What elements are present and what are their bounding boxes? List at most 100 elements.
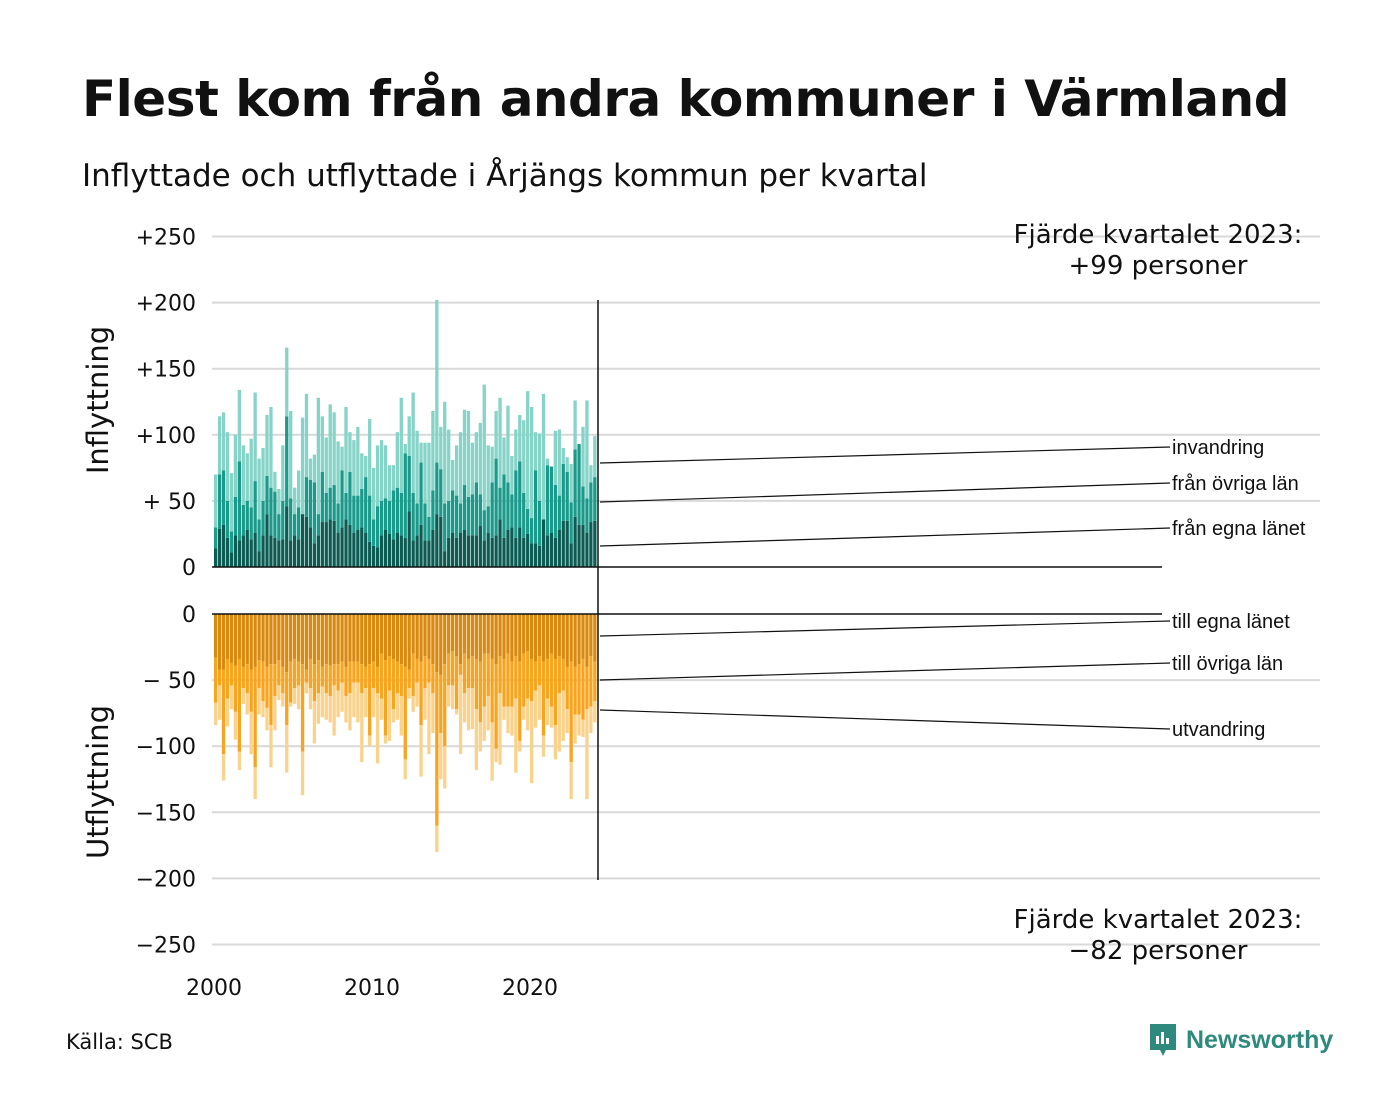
bar-in-1 xyxy=(261,500,265,536)
bar-in-0 xyxy=(411,540,415,567)
bar-in-2 xyxy=(316,397,320,515)
bar-out-2 xyxy=(549,706,554,728)
bar-out-2 xyxy=(533,690,538,728)
bar-out-0 xyxy=(494,614,498,665)
bar-out-0 xyxy=(375,614,380,667)
bar-in-2 xyxy=(383,445,388,499)
bar-in-1 xyxy=(545,465,550,536)
bar-out-1 xyxy=(466,658,471,689)
bar-in-1 xyxy=(589,482,593,523)
bar-out-1 xyxy=(257,660,261,689)
bar-in-0 xyxy=(518,527,522,567)
bar-in-0 xyxy=(328,519,332,567)
bar-in-2 xyxy=(494,411,498,459)
bar-out-0 xyxy=(510,614,514,662)
bar-in-1 xyxy=(225,500,230,538)
bar-in-2 xyxy=(561,448,565,464)
bar-out-2 xyxy=(431,693,435,733)
bar-in-2 xyxy=(253,392,257,482)
bar-out-2 xyxy=(518,740,522,752)
y-tick-label-top: + 50 xyxy=(143,490,196,515)
bar-out-0 xyxy=(577,614,581,665)
bar-in-1 xyxy=(293,514,297,536)
bar-out-2 xyxy=(289,702,293,707)
bar-in-1 xyxy=(522,492,526,538)
bar-in-1 xyxy=(281,500,285,540)
bar-out-0 xyxy=(399,614,403,665)
bar-in-1 xyxy=(395,487,399,533)
bar-out-1 xyxy=(561,658,565,691)
end-label-leader-bottom xyxy=(599,620,1171,637)
bar-out-0 xyxy=(320,614,324,667)
bar-out-1 xyxy=(419,661,423,726)
bar-in-1 xyxy=(458,503,463,533)
bar-out-0 xyxy=(518,614,522,662)
bar-in-0 xyxy=(565,520,569,567)
bar-out-0 xyxy=(506,614,510,654)
bar-out-2 xyxy=(478,722,482,752)
bar-out-2 xyxy=(253,767,257,800)
bar-out-0 xyxy=(561,614,565,659)
bar-out-2 xyxy=(470,688,475,730)
bar-in-1 xyxy=(510,494,514,528)
bar-out-1 xyxy=(233,665,238,712)
bar-in-1 xyxy=(435,462,439,515)
bar-out-0 xyxy=(482,614,486,654)
bar-out-0 xyxy=(316,614,320,661)
bar-out-1 xyxy=(253,666,257,768)
bar-in-1 xyxy=(245,500,249,530)
bar-out-0 xyxy=(447,614,451,654)
bar-in-2 xyxy=(261,448,265,501)
bar-out-0 xyxy=(356,614,360,662)
bar-out-1 xyxy=(352,661,356,683)
bar-out-2 xyxy=(506,706,510,733)
y-tick-label-bottom: 0 xyxy=(182,603,196,628)
bar-out-2 xyxy=(589,706,593,733)
bar-in-1 xyxy=(296,507,301,540)
bar-out-1 xyxy=(581,658,585,720)
bar-in-2 xyxy=(304,393,309,478)
bar-in-0 xyxy=(573,516,577,567)
bar-out-0 xyxy=(312,614,317,665)
bar-in-2 xyxy=(403,444,407,454)
bar-out-1 xyxy=(537,656,542,686)
bar-out-1 xyxy=(415,658,419,683)
y-tick-label-top: +150 xyxy=(136,358,196,383)
bar-in-0 xyxy=(474,535,478,567)
bar-in-1 xyxy=(454,495,459,538)
bar-out-0 xyxy=(530,614,534,659)
bar-out-2 xyxy=(526,698,530,731)
y-tick-label-bottom: − 50 xyxy=(143,669,196,694)
bar-in-0 xyxy=(577,524,581,567)
bar-in-2 xyxy=(526,391,530,509)
bar-out-0 xyxy=(427,614,431,659)
bar-out-2 xyxy=(336,690,340,718)
bar-in-0 xyxy=(340,527,344,567)
bar-out-1 xyxy=(407,669,411,689)
bar-in-0 xyxy=(427,540,431,567)
end-label-leader-top xyxy=(599,482,1171,503)
bar-in-0 xyxy=(253,532,257,567)
bar-in-2 xyxy=(289,411,293,499)
bar-out-0 xyxy=(466,614,471,659)
bar-out-2 xyxy=(312,701,317,744)
bar-in-2 xyxy=(407,416,411,456)
bar-in-0 xyxy=(482,540,486,567)
bar-out-2 xyxy=(375,693,380,764)
brand-name: Newsworthy xyxy=(1186,1025,1334,1054)
bar-out-2 xyxy=(241,688,245,704)
y-tick-label-top: +100 xyxy=(136,424,196,449)
bar-out-0 xyxy=(344,614,348,667)
bar-in-1 xyxy=(312,482,317,544)
bar-in-2 xyxy=(553,430,557,486)
bar-out-1 xyxy=(296,661,301,686)
bar-in-2 xyxy=(474,432,478,483)
bar-out-0 xyxy=(573,614,577,667)
bar-out-2 xyxy=(344,695,348,723)
bar-in-2 xyxy=(300,417,305,515)
bar-out-2 xyxy=(490,722,494,781)
bar-out-0 xyxy=(249,614,253,670)
bar-in-0 xyxy=(522,537,526,567)
bar-in-1 xyxy=(419,462,423,525)
bar-out-2 xyxy=(407,688,411,699)
